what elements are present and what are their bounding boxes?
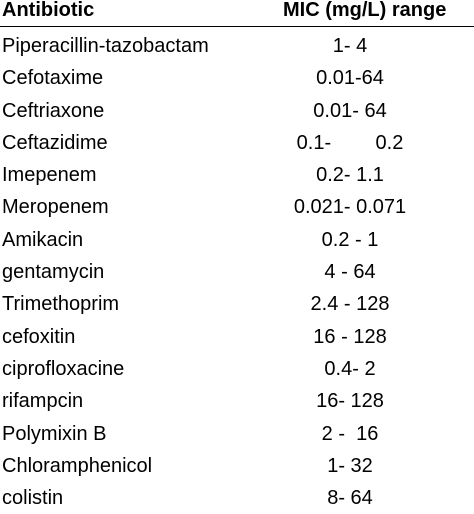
table-row: gentamycin 4 - 64 (0, 256, 474, 288)
table-row: Imepenem 0.2- 1.1 (0, 159, 474, 191)
antibiotic-name: ciprofloxacine (2, 357, 125, 380)
table-row: Amikacin 0.2 - 1 (0, 224, 474, 256)
antibiotic-name: Cefotaxime (2, 67, 104, 90)
antibiotic-name: Amikacin (2, 228, 84, 251)
antibiotic-name: Polymixin B (2, 422, 107, 445)
mic-range-value: 8- 64 (327, 487, 373, 510)
table-row: Cefotaxime 0.01-64 (0, 62, 474, 94)
table-row: Meropenem 0.021- 0.071 (0, 191, 474, 223)
mic-range-value: 1- 32 (327, 454, 373, 477)
table-row: Trimethoprim 2.4 - 128 (0, 288, 474, 320)
mic-range-value: 0.1- 0.2 (296, 131, 404, 154)
mic-range-value: 0.01- 64 (313, 99, 387, 122)
header-mic-range: MIC (mg/L) range (283, 0, 447, 21)
antibiotic-name: cefoxitin (2, 325, 76, 348)
table-row: Polymixin B 2 - 16 (0, 418, 474, 450)
mic-range-value: 16- 128 (316, 390, 384, 413)
mic-range-value: 1- 4 (332, 35, 368, 57)
mic-range-value: 2.4 - 128 (310, 293, 390, 316)
antibiotic-name: Piperacillin-tazobactam (2, 35, 209, 57)
mic-range-value: 0.01-64 (316, 67, 384, 90)
table-body: Piperacillin-tazobactam 1- 4 Cefotaxime … (0, 30, 474, 514)
table-row: Piperacillin-tazobactam 1- 4 (0, 30, 474, 62)
mic-range-value: 16 - 128 (313, 325, 387, 348)
antibiotic-name: Trimethoprim (2, 293, 120, 316)
mic-range-value: 0.021- 0.071 (293, 196, 407, 219)
antibiotic-name: Ceftazidime (2, 131, 108, 154)
mic-range-value: 0.4- 2 (324, 357, 376, 380)
antibiotic-name: Ceftriaxone (2, 99, 105, 122)
mic-range-value: 4 - 64 (324, 261, 376, 284)
antibiotic-name: gentamycin (2, 261, 105, 284)
antibiotic-name: Meropenem (2, 196, 109, 219)
antibiotic-name: colistin (2, 487, 64, 510)
antibiotic-name: Imepenem (2, 164, 97, 187)
table-header-row: Antibiotic MIC (mg/L) range (0, 0, 474, 27)
table-row: ciprofloxacine 0.4- 2 (0, 353, 474, 385)
table-row: Ceftriaxone 0.01- 64 (0, 95, 474, 127)
mic-range-value: 0.2 - 1 (321, 228, 379, 251)
antibiotic-name: rifampcin (2, 390, 84, 413)
table-row: rifampcin 16- 128 (0, 385, 474, 417)
antibiotic-name: Chloramphenicol (2, 454, 153, 477)
table-row: Ceftazidime 0.1- 0.2 (0, 127, 474, 159)
mic-range-value: 2 - 16 (321, 422, 379, 445)
table-row: colistin 8- 64 (0, 482, 474, 514)
table-row: cefoxitin 16 - 128 (0, 321, 474, 353)
header-antibiotic: Antibiotic (2, 0, 95, 21)
mic-range-value: 0.2- 1.1 (316, 164, 384, 187)
table-row: Chloramphenicol 1- 32 (0, 450, 474, 482)
